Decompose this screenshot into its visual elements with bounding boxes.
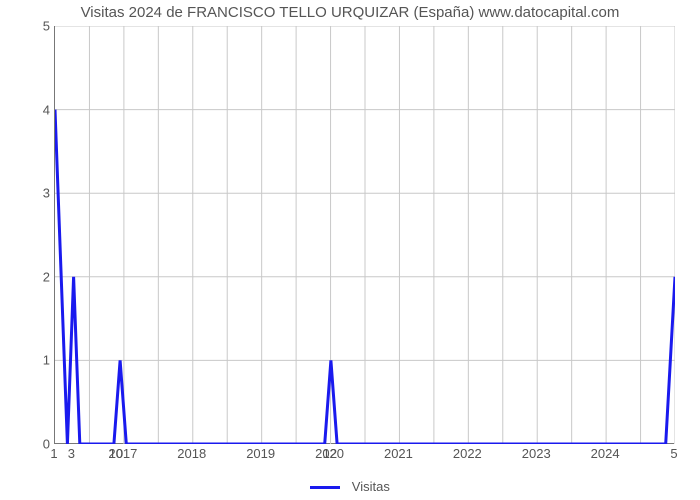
y-tick: 1 [20,353,50,368]
y-tick: 5 [20,19,50,34]
y-tick: 3 [20,186,50,201]
x-extra-tick: 5 [670,446,677,461]
y-tick: 4 [20,102,50,117]
y-tick: 0 [20,437,50,452]
y-tick: 2 [20,269,50,284]
x-extra-tick: 1 [50,446,57,461]
legend-label: Visitas [352,479,390,494]
x-tick: 2021 [384,446,413,461]
x-extra-tick: 3 [68,446,75,461]
plot-svg [55,26,675,444]
legend: Visitas [0,479,700,494]
x-tick: 2023 [522,446,551,461]
x-tick: 2019 [246,446,275,461]
v-gridlines [89,26,675,444]
chart-container: Visitas 2024 de FRANCISCO TELLO URQUIZAR… [0,0,700,500]
chart-title: Visitas 2024 de FRANCISCO TELLO URQUIZAR… [0,4,700,21]
x-extra-tick: 12 [323,446,337,461]
x-tick: 2018 [177,446,206,461]
legend-swatch [310,486,340,489]
x-tick: 2022 [453,446,482,461]
plot-area [54,26,674,444]
x-tick: 2024 [591,446,620,461]
x-extra-tick: 10 [109,446,123,461]
